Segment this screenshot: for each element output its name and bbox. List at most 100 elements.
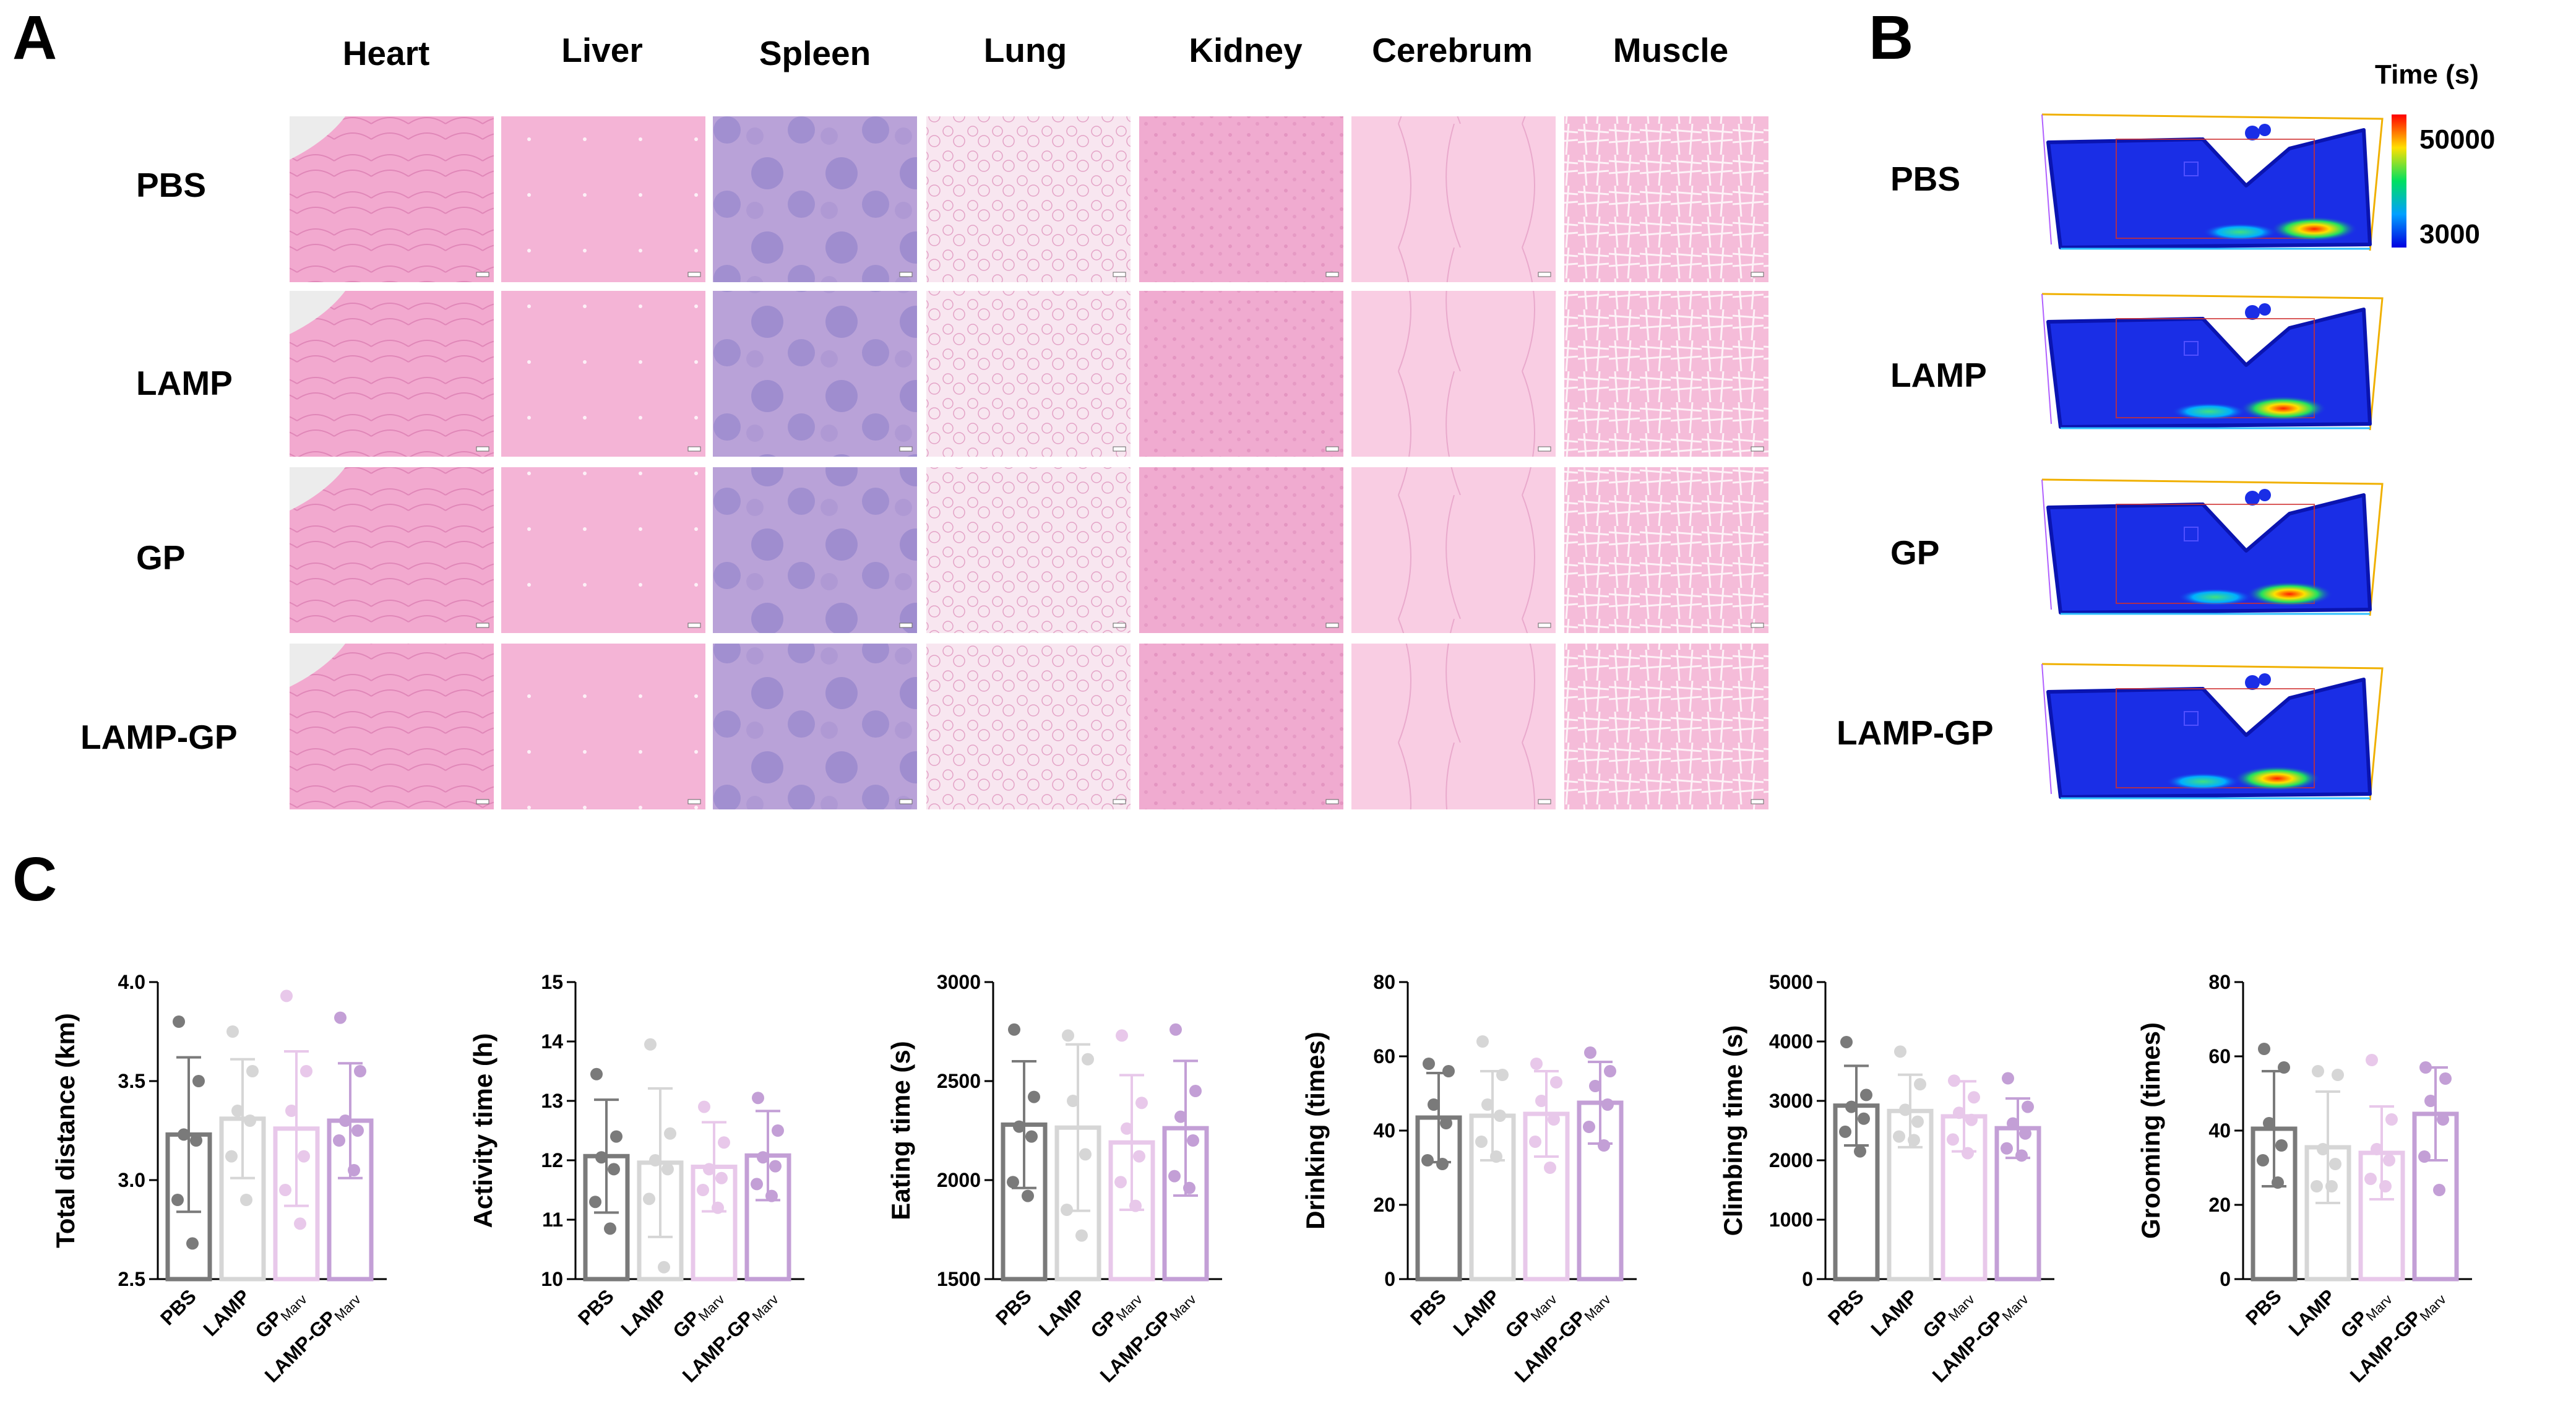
- data-point: [589, 1196, 601, 1209]
- histology-tile-kidney-gp: [1139, 467, 1343, 633]
- data-point: [1947, 1133, 1959, 1146]
- data-point: [1168, 1170, 1181, 1183]
- data-point: [246, 1065, 259, 1077]
- histology-tile-cerebrum-lamp: [1351, 291, 1556, 457]
- heatmap-label-pbs: PBS: [1890, 160, 1960, 198]
- colorbar: Time (s) 50000 3000: [2375, 59, 2495, 249]
- category-label: PBS: [1824, 1285, 1868, 1329]
- data-point: [608, 1163, 620, 1176]
- data-point: [2385, 1113, 2398, 1126]
- histology-tile-lung-lamp: [926, 291, 1131, 457]
- histology-tile-liver-lamp-gp: [501, 644, 705, 809]
- data-point: [703, 1163, 715, 1176]
- heatmap-label-gp: GP: [1890, 533, 1939, 572]
- heatmap-lamp-gp: [2041, 663, 2384, 801]
- data-point: [1170, 1023, 1182, 1036]
- chart-5: 0 1000 2000 3000 4000 5000 Climbing time (s) PB…: [1718, 971, 2054, 1387]
- tissue-header-liver: Liver: [561, 31, 642, 69]
- data-point: [1948, 1074, 1960, 1087]
- data-point: [1183, 1181, 1195, 1194]
- panel-a-letter: A: [12, 3, 57, 72]
- category-label: PBS: [991, 1285, 1036, 1329]
- category-label: LAMP: [2284, 1285, 2340, 1340]
- data-point: [1062, 1029, 1074, 1042]
- data-point: [765, 1189, 778, 1202]
- data-point: [1028, 1090, 1040, 1103]
- category-label: LAMP: [1034, 1285, 1090, 1340]
- heatmap-lamp: [2041, 293, 2384, 431]
- histology-tile-heart-lamp-gp: [290, 644, 494, 809]
- category-label: LAMP: [1449, 1285, 1504, 1340]
- category-label: LAMP: [616, 1285, 672, 1340]
- data-point: [2364, 1173, 2377, 1185]
- data-point: [334, 1011, 347, 1024]
- data-point: [698, 1100, 710, 1113]
- data-point: [2439, 1072, 2452, 1085]
- y-tick-label: 14: [541, 1030, 563, 1053]
- y-tick-label: 2500: [937, 1070, 981, 1092]
- data-point: [2366, 1054, 2378, 1066]
- y-tick-label: 3.5: [118, 1070, 145, 1092]
- data-point: [1476, 1035, 1489, 1048]
- data-point: [173, 1015, 185, 1028]
- chart-2: 10 11 12 13 14 15 Activity time (h) PBSLAMPGPMa…: [468, 971, 804, 1387]
- data-point: [225, 1150, 238, 1163]
- data-point: [1061, 1204, 1073, 1216]
- data-point: [351, 1124, 364, 1137]
- category-label: GPMarv: [668, 1285, 728, 1344]
- tissue-header-cerebrum: Cerebrum: [1372, 31, 1533, 69]
- y-tick-label: 80: [2208, 971, 2231, 993]
- histology-tile-lung-pbs: [926, 116, 1131, 282]
- data-point: [348, 1164, 360, 1176]
- y-tick-label: 0: [1384, 1268, 1395, 1290]
- data-point: [1953, 1106, 1965, 1119]
- data-point: [1079, 1148, 1092, 1161]
- data-point: [244, 1114, 256, 1127]
- data-point: [2275, 1139, 2288, 1152]
- y-tick-label: 3.0: [118, 1169, 145, 1191]
- data-point: [649, 1154, 661, 1166]
- category-label: PBS: [156, 1285, 200, 1329]
- data-point: [2311, 1180, 2323, 1192]
- data-point: [354, 1065, 366, 1077]
- histology-tile-spleen-gp: [713, 467, 917, 633]
- tissue-header-spleen: Spleen: [759, 34, 871, 72]
- histology-tile-heart-pbs: [290, 116, 494, 282]
- histology-image-grid: [290, 116, 1768, 809]
- data-point: [1421, 1154, 1434, 1166]
- y-tick-label: 20: [2208, 1194, 2231, 1216]
- tissue-header-heart: Heart: [343, 34, 430, 72]
- panel-b-letter: B: [1869, 3, 1913, 72]
- y-tick-label: 4000: [1769, 1030, 1813, 1053]
- panel-a-row-headers: PBS LAMP GP LAMP-GP: [80, 166, 238, 756]
- data-point: [1423, 1058, 1435, 1070]
- data-point: [1908, 1134, 1920, 1147]
- data-point: [2424, 1095, 2437, 1107]
- data-point: [1860, 1089, 1872, 1102]
- y-tick-label: 2000: [937, 1169, 981, 1191]
- y-axis-title: Drinking (times): [1301, 1032, 1330, 1230]
- histology-tile-cerebrum-pbs: [1351, 116, 1556, 282]
- data-point: [1604, 1065, 1616, 1077]
- category-label: LAMP: [199, 1285, 254, 1340]
- histology-tile-muscle-gp: [1564, 467, 1768, 633]
- data-point: [1839, 1125, 1851, 1138]
- y-tick-label: 80: [1373, 971, 1395, 993]
- data-point: [171, 1194, 184, 1206]
- group-label-lamp-gp: LAMP-GP: [80, 718, 238, 756]
- data-point: [2383, 1154, 2395, 1166]
- heatmap-label-lamp-gp: LAMP-GP: [1837, 714, 1994, 752]
- data-point: [333, 1134, 345, 1147]
- data-point: [1133, 1150, 1145, 1163]
- y-tick-label: 4.0: [118, 971, 145, 993]
- y-axis-title: Grooming (times): [2136, 1022, 2165, 1239]
- data-point: [2325, 1180, 2338, 1192]
- y-tick-label: 20: [1373, 1194, 1395, 1216]
- data-point: [1008, 1023, 1020, 1036]
- data-point: [339, 1114, 351, 1127]
- data-point: [294, 1217, 306, 1230]
